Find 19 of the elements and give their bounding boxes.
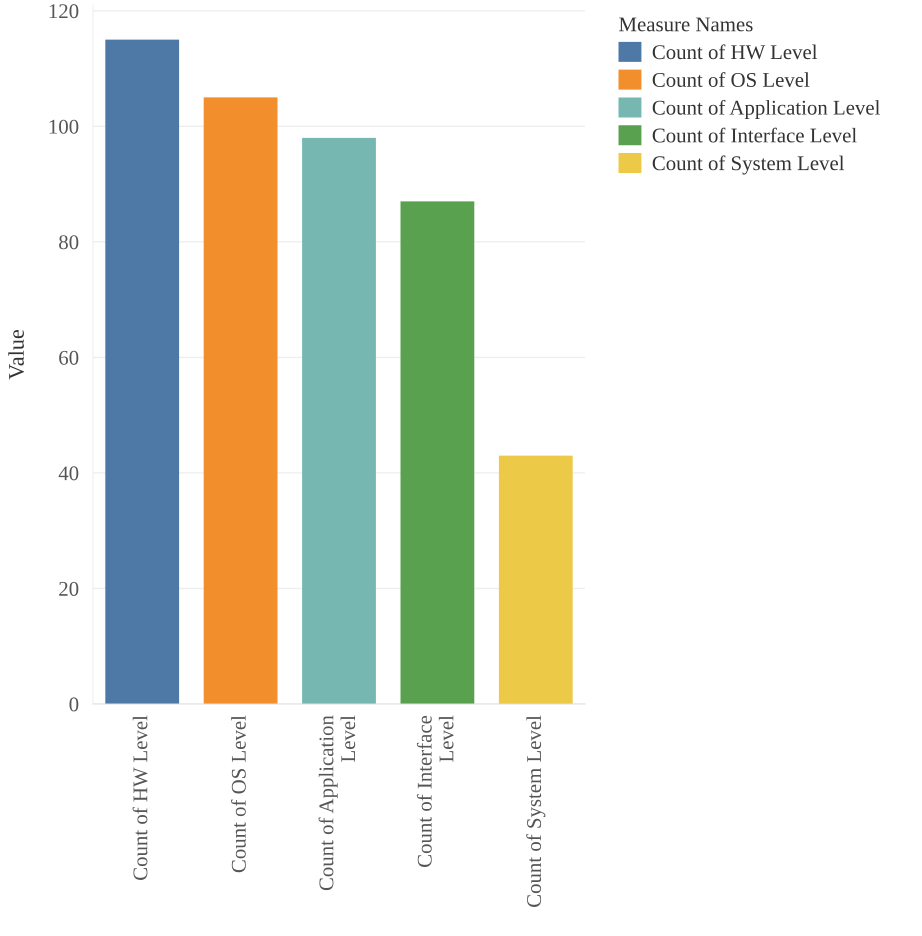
legend-label: Count of Interface Level bbox=[652, 128, 857, 142]
y-tick-label: 80 bbox=[59, 235, 78, 250]
y-tick-label: 120 bbox=[50, 4, 78, 18]
x-tick-label: Count of OS Level bbox=[230, 716, 246, 872]
y-tick-label: 60 bbox=[59, 350, 78, 365]
y-tick-label: 20 bbox=[59, 582, 78, 596]
y-axis-title: Value bbox=[8, 330, 24, 380]
legend-label: Count of OS Level bbox=[652, 72, 810, 87]
legend-label: Count of Application Level bbox=[652, 100, 880, 119]
y-tick-label: 100 bbox=[50, 120, 78, 134]
x-tick-label: Count of HW Level bbox=[132, 716, 148, 880]
legend-label: Count of HW Level bbox=[652, 44, 818, 60]
legend-title: Measure Names bbox=[619, 18, 753, 32]
x-tick-label: Count of System Level bbox=[526, 716, 546, 907]
y-tick-label: 40 bbox=[58, 466, 78, 480]
x-tick-label: Count of Interface Level bbox=[416, 716, 454, 867]
x-tick-label: Count of Application Level bbox=[318, 715, 356, 890]
y-tick-label: 0 bbox=[69, 697, 78, 712]
legend-label: Count of System Level bbox=[652, 155, 844, 175]
